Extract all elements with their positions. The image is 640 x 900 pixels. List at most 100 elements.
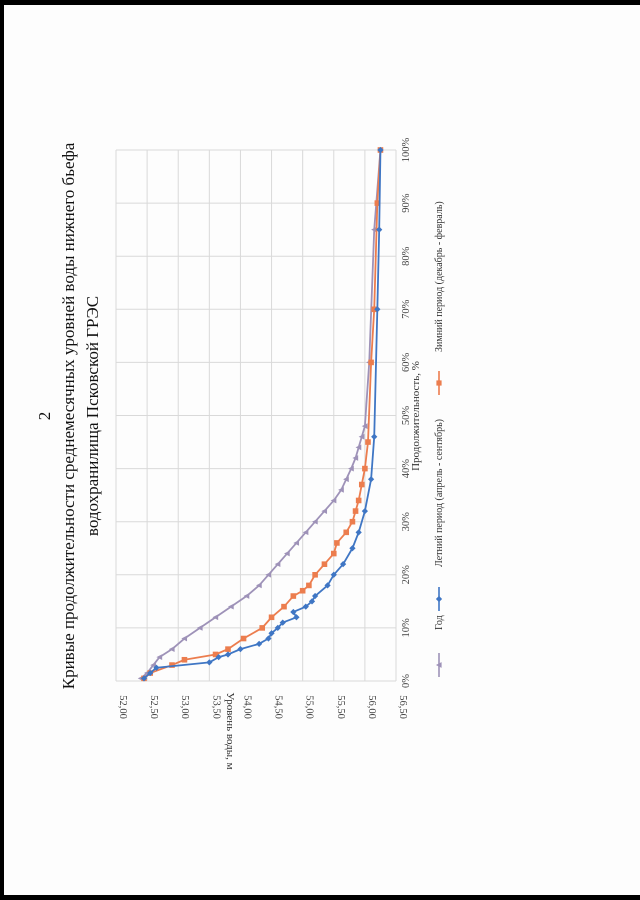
x-axis-label: Продолжительность, % bbox=[410, 361, 422, 471]
x-tick-label: 20% bbox=[401, 565, 412, 585]
chart-gridlines bbox=[115, 149, 397, 682]
legend-item-winter: Зимний период (декабрь - февраль) bbox=[434, 201, 445, 395]
data-point-summer bbox=[206, 659, 213, 666]
data-point-year bbox=[311, 518, 318, 525]
x-tick-labels: 0% 10% 20% 30% 40% 50% 60% 70% 80% 90% 100% bbox=[401, 138, 412, 689]
scan-edge-left bbox=[0, 0, 4, 900]
data-point-summer bbox=[153, 664, 160, 671]
data-point-summer bbox=[355, 529, 362, 536]
y-tick-label: 53,00 bbox=[179, 695, 190, 719]
data-point-year bbox=[181, 635, 188, 642]
chart-series bbox=[137, 146, 384, 682]
data-point-summer bbox=[302, 603, 309, 610]
data-point-summer bbox=[330, 571, 337, 578]
data-point-winter bbox=[312, 572, 318, 578]
data-point-winter bbox=[362, 465, 368, 472]
data-point-summer bbox=[224, 651, 232, 658]
data-point-year bbox=[156, 654, 163, 660]
data-point-summer bbox=[339, 561, 347, 568]
data-point-year bbox=[265, 571, 272, 578]
data-point-year bbox=[255, 582, 262, 589]
data-point-summer bbox=[268, 630, 275, 637]
data-point-year bbox=[196, 625, 203, 631]
x-tick-label: 80% bbox=[401, 246, 412, 266]
data-point-summer bbox=[140, 675, 148, 682]
chart-title-line-2: водохранилища Псковской ГРЭС bbox=[83, 296, 102, 536]
page-number: 2 bbox=[35, 412, 54, 421]
data-point-year bbox=[361, 423, 368, 429]
data-point-summer bbox=[361, 507, 369, 515]
series-line-summer bbox=[143, 149, 382, 680]
data-point-summer bbox=[279, 619, 286, 626]
data-point-year bbox=[348, 465, 354, 472]
data-point-summer bbox=[215, 653, 222, 661]
chart-title-line-1: Кривые продолжительности среднемесячных … bbox=[59, 142, 78, 689]
data-point-winter bbox=[355, 497, 362, 504]
chart-title: Кривые продолжительности среднемесячных … bbox=[59, 142, 102, 689]
series-winter bbox=[141, 147, 384, 682]
legend-marker-year bbox=[435, 662, 442, 668]
data-point-winter bbox=[358, 481, 365, 488]
chart-legend: Год Летний период (апрель - сентябрь) Зи… bbox=[434, 201, 445, 677]
data-point-winter bbox=[368, 359, 374, 366]
y-tick-label: 52,00 bbox=[117, 695, 128, 719]
y-tick-label: 54,00 bbox=[241, 695, 252, 719]
y-tick-label: 52,50 bbox=[148, 695, 159, 719]
scan-edge-bottom bbox=[0, 895, 640, 900]
legend-marker-winter bbox=[436, 380, 442, 386]
data-point-year bbox=[330, 497, 337, 504]
data-point-summer bbox=[324, 582, 331, 589]
x-tick-label: 90% bbox=[401, 193, 412, 213]
data-point-summer bbox=[290, 608, 297, 616]
y-tick-labels: 52,00 52,50 53,00 53,50 54,00 54,50 55,00 55,50… bbox=[117, 695, 408, 719]
data-point-summer bbox=[293, 614, 300, 621]
data-point-summer bbox=[377, 146, 384, 154]
x-tick-label: 30% bbox=[401, 512, 412, 532]
data-point-year bbox=[227, 603, 234, 610]
x-tick-label: 70% bbox=[401, 299, 412, 319]
data-point-winter bbox=[259, 625, 266, 631]
data-point-year bbox=[212, 614, 219, 621]
data-point-summer bbox=[308, 598, 316, 605]
data-point-summer bbox=[367, 476, 375, 483]
data-point-year bbox=[243, 593, 250, 599]
data-point-summer bbox=[265, 635, 272, 642]
x-tick-label: 40% bbox=[401, 459, 412, 479]
data-point-winter bbox=[343, 529, 350, 536]
x-tick-label: 60% bbox=[401, 353, 412, 373]
data-point-summer bbox=[274, 624, 281, 632]
data-point-summer bbox=[371, 433, 378, 440]
series-summer bbox=[140, 146, 384, 682]
data-point-winter bbox=[352, 508, 359, 514]
y-tick-label: 56,00 bbox=[366, 695, 377, 719]
data-point-winter bbox=[225, 646, 231, 652]
data-point-summer bbox=[255, 640, 263, 647]
series-line-winter bbox=[143, 149, 382, 680]
data-point-summer bbox=[237, 646, 244, 653]
x-tick-label: 50% bbox=[401, 406, 412, 426]
data-point-winter bbox=[334, 540, 340, 546]
y-tick-label: 55,00 bbox=[304, 695, 315, 719]
data-point-winter bbox=[321, 561, 328, 567]
data-point-year bbox=[371, 226, 377, 233]
y-tick-label: 53,50 bbox=[210, 695, 221, 719]
legend-item-year: Год bbox=[434, 615, 445, 677]
x-tick-label: 0% bbox=[401, 674, 412, 688]
scan-edge-top bbox=[0, 0, 640, 5]
legend-item-summer: Летний период (апрель - сентябрь) bbox=[434, 419, 445, 611]
data-point-summer bbox=[349, 545, 356, 552]
data-point-winter bbox=[299, 587, 306, 594]
data-point-winter bbox=[330, 550, 337, 557]
data-point-winter bbox=[268, 614, 275, 621]
y-axis-label: Уровень воды, м bbox=[224, 692, 236, 769]
data-point-year bbox=[355, 444, 362, 451]
data-point-year bbox=[283, 550, 290, 557]
data-point-winter bbox=[281, 603, 287, 610]
y-tick-label: 55,50 bbox=[335, 695, 346, 719]
y-tick-label: 56,50 bbox=[397, 695, 408, 719]
data-point-winter bbox=[181, 656, 188, 663]
data-point-year bbox=[343, 476, 349, 483]
data-point-year bbox=[302, 529, 309, 536]
data-point-summer bbox=[311, 592, 319, 600]
